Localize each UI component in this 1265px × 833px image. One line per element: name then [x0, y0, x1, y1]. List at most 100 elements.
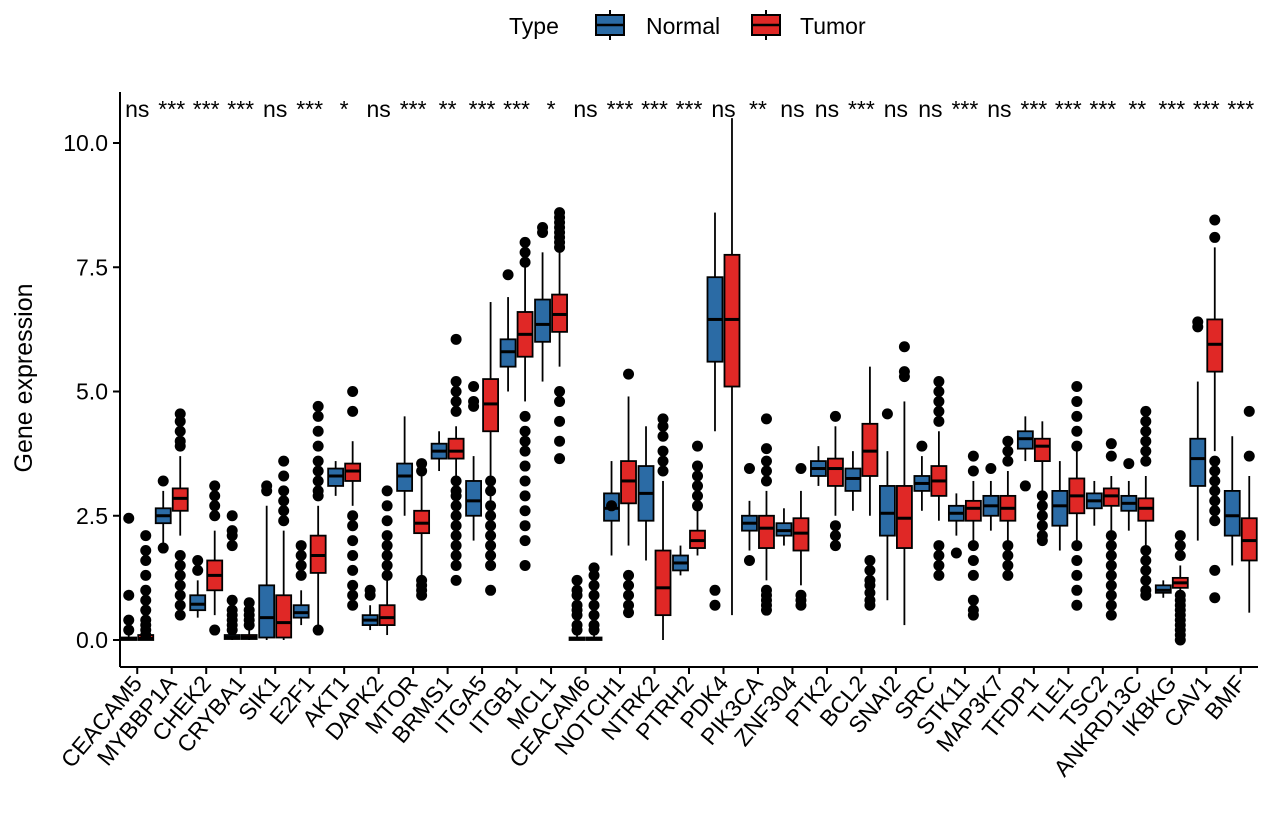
outlier-point [295, 559, 307, 571]
outlier-point [174, 599, 186, 611]
box-normal-cryba1 [223, 510, 241, 640]
box-tumor-e2f1 [309, 400, 327, 636]
outlier-point [450, 574, 462, 586]
box-tumor-ceacam6 [585, 562, 603, 641]
outlier-point [519, 520, 531, 532]
significance-label: *** [1158, 96, 1185, 122]
box-normal-ceacam5 [120, 512, 138, 641]
outlier-point [1036, 520, 1048, 532]
outlier-point [1071, 440, 1083, 452]
outlier-point [588, 624, 600, 636]
significance-label: *** [1227, 96, 1254, 122]
box-normal-tsc2 [1085, 480, 1103, 526]
box-normal-dapk2 [361, 584, 379, 631]
outlier-point [985, 463, 997, 475]
outlier-point [1071, 381, 1083, 393]
outlier-point [209, 624, 221, 636]
box-body [1189, 437, 1207, 487]
outlier-point [743, 554, 755, 566]
significance-label: *** [1020, 96, 1047, 122]
outlier-point [157, 542, 169, 554]
outlier-point [312, 490, 324, 502]
box-tumor-tfdp1 [1033, 421, 1051, 547]
outlier-point [519, 490, 531, 502]
outlier-point [1071, 584, 1083, 596]
outlier-point [1209, 485, 1221, 497]
outlier-point [1002, 550, 1014, 562]
outlier-point [881, 408, 893, 420]
outlier-point [312, 475, 324, 487]
box-tumor-ankrd13c [1137, 405, 1155, 601]
box-body [275, 594, 293, 639]
outlier-point [657, 445, 669, 457]
outlier-point [692, 490, 703, 502]
outlier-point [1209, 505, 1221, 517]
outlier-point [485, 485, 497, 497]
outlier-point [381, 530, 393, 542]
significance-label: ns [125, 96, 149, 122]
outlier-point [950, 547, 962, 559]
outlier-point [692, 500, 703, 512]
outlier-point [485, 540, 497, 552]
box-normal-tfdp1 [1016, 416, 1034, 492]
y-tick-label: 0.0 [76, 627, 108, 653]
outlier-point [554, 241, 566, 253]
outlier-point [347, 599, 359, 611]
outlier-point [588, 579, 600, 591]
outlier-point [381, 515, 393, 527]
outlier-point [1123, 458, 1135, 470]
outlier-point [1243, 450, 1255, 462]
significance-label: ns [263, 96, 287, 122]
box-tumor-pdk4 [723, 118, 741, 616]
outlier-point [1209, 564, 1221, 576]
significance-label: ns [780, 96, 804, 122]
box-tumor-snai2 [896, 341, 913, 626]
outlier-point [1140, 589, 1152, 601]
box-normal-pik3ca [741, 463, 758, 566]
outlier-point [588, 609, 600, 621]
box-tumor-ptrh2 [689, 440, 706, 556]
outlier-point [226, 614, 238, 626]
significance-label: *** [227, 96, 254, 122]
box-tumor-bcl2 [861, 366, 879, 611]
box-body [534, 298, 551, 343]
outlier-point [571, 574, 583, 586]
outlier-point [1071, 569, 1083, 581]
outlier-point [450, 540, 462, 552]
significance-label: ns [573, 96, 597, 122]
outlier-point [519, 460, 531, 472]
outlier-point [1140, 564, 1152, 576]
outlier-point [1105, 540, 1117, 552]
significance-label: ns [815, 96, 839, 122]
significance-label: *** [641, 96, 668, 122]
outlier-point [174, 569, 186, 581]
significance-label: *** [607, 96, 634, 122]
outlier-point [760, 443, 772, 455]
y-tick-label: 2.5 [76, 503, 108, 529]
outlier-point [1140, 445, 1152, 457]
outlier-point [709, 599, 721, 611]
outlier-point [381, 500, 393, 512]
box-tumor-itgb1 [516, 236, 534, 571]
box-body [1223, 489, 1241, 537]
outlier-point [381, 485, 393, 497]
outlier-point [519, 236, 531, 248]
outlier-point [519, 559, 531, 571]
outlier-point [140, 584, 152, 596]
box-normal-brms1 [430, 431, 448, 472]
outlier-point [519, 505, 531, 517]
outlier-point [623, 589, 635, 601]
outlier-point [967, 465, 979, 477]
outlier-point [1140, 425, 1152, 437]
outlier-point [916, 440, 928, 452]
box-normal-ceacam6 [568, 574, 586, 641]
outlier-point [278, 485, 290, 497]
legend-label-normal: Normal [646, 13, 720, 39]
outlier-point [485, 584, 497, 596]
box-normal-ptk2 [810, 446, 827, 486]
x-tick-label: BMF [1199, 671, 1250, 725]
outlier-point [347, 405, 359, 417]
outlier-point [1036, 500, 1048, 512]
outlier-point [1105, 569, 1117, 581]
outlier-point [554, 415, 566, 427]
